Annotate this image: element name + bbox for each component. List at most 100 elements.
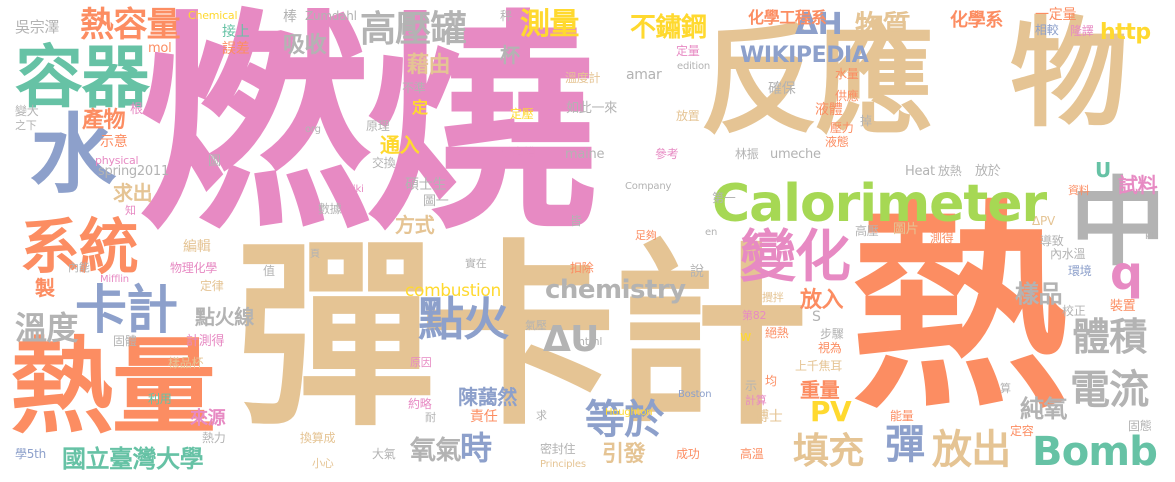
- word-spring2011: spring2011: [98, 164, 169, 179]
- word-dianliu: 電流: [1070, 367, 1149, 413]
- word-reli: 熱力: [202, 431, 226, 445]
- word-chunyang: 純氧: [1020, 395, 1068, 423]
- word-u: U: [1095, 158, 1111, 182]
- word-xiaoxin: 小心: [312, 457, 334, 470]
- word-daozhi: 導致: [1040, 234, 1064, 248]
- word-bianji: 編輯: [183, 239, 211, 255]
- word-yangqi: 氧氣: [410, 436, 461, 466]
- word-pv: PV: [810, 395, 852, 428]
- word-cheng: 秤: [500, 9, 512, 23]
- word-gen: 根: [130, 102, 143, 117]
- word-shuiliang: 水量: [835, 67, 859, 81]
- word-fangyu: 放於: [975, 164, 1001, 179]
- word-dingliang: 定量: [676, 44, 700, 58]
- word-nai: 耐: [425, 411, 436, 424]
- word-chemistry: chemistry: [545, 275, 686, 305]
- word-w: w: [740, 329, 752, 345]
- word-shui: 水: [30, 105, 116, 205]
- word-yuanli: 原理: [366, 119, 390, 133]
- word-gaowen: 高溫: [740, 447, 764, 461]
- word-yueluo: 約略: [408, 397, 432, 411]
- word-reliang: 熱量: [10, 326, 216, 448]
- word-org: org: [305, 124, 321, 135]
- word-xiangjiao: 相較: [1035, 23, 1059, 37]
- word-laiyuan: 來源: [190, 408, 226, 429]
- word-ntu: 國立臺灣大學: [62, 445, 204, 473]
- word-ye: 頁: [310, 249, 320, 260]
- word-jueyuan: 絕熱: [765, 326, 789, 340]
- word-q: q: [1110, 246, 1143, 300]
- word-company: Company: [625, 181, 672, 192]
- word-jun: 均: [765, 374, 777, 388]
- word-fangshi: 方式: [395, 213, 435, 237]
- word-kaji-small: 卡計: [75, 281, 178, 341]
- word-wu: 物: [1010, 5, 1128, 143]
- word-shiliao: 試料: [1118, 173, 1158, 197]
- word-amar: amar: [626, 67, 662, 83]
- word-yetai: 液態: [825, 135, 849, 149]
- word-maine: maine: [565, 147, 605, 162]
- word-jiaohuan: 交換: [372, 156, 396, 170]
- word-zhuangzhi: 裝置: [1110, 299, 1136, 314]
- word-qiuchu: 求出: [113, 181, 153, 205]
- word-rerongliang: 熱容量: [80, 5, 181, 45]
- word-huanjing: 環境: [1068, 264, 1092, 278]
- word-ruci: 如此一來: [566, 101, 617, 116]
- word-longyi: 隆譯: [1070, 24, 1094, 38]
- word-jieshang: 接上: [222, 24, 250, 40]
- word-bang: 棒: [283, 9, 297, 25]
- word-calorimeter: Calorimeter: [712, 174, 1047, 234]
- word-ding: 定: [412, 98, 428, 117]
- word-buzhou: 步驟: [820, 327, 844, 341]
- word-bomb: Bomb: [1032, 429, 1158, 475]
- word-jiyou: 藉由: [407, 53, 451, 78]
- word-wuzongze: 吳宗澤: [15, 18, 60, 36]
- word-xishou: 吸收: [283, 33, 327, 58]
- word-kouchu: 扣除: [570, 261, 594, 275]
- word-chenhuiran: 陳藹然: [458, 385, 517, 409]
- word-tupian: 圖片: [893, 222, 919, 237]
- word-gongying: 供應: [835, 89, 859, 103]
- word-pp: pp: [1145, 229, 1158, 240]
- word-bianhua: 變化: [740, 225, 851, 290]
- word-qiu: 求: [536, 409, 547, 422]
- word-huansuancheng: 換算成: [300, 431, 336, 445]
- word-zhong: 中: [1070, 167, 1166, 279]
- word-qiya: 氣壓: [525, 319, 547, 332]
- word-tongru: 通入: [380, 133, 420, 157]
- word-re: 熱: [850, 182, 1070, 438]
- word-zhi: 值: [263, 264, 275, 278]
- word-daqi: 大氣: [372, 447, 396, 461]
- word-tianchong: 填充: [793, 431, 864, 472]
- word-mol: mol: [148, 41, 172, 56]
- word-shizai: 實在: [465, 257, 487, 270]
- word-combustion: combustion: [405, 281, 501, 301]
- word-yangpinbei: 樣品杯: [168, 356, 204, 370]
- word-zumdahl: Zumdahl: [305, 9, 357, 23]
- word-celiang: 測量: [520, 7, 579, 42]
- word-shi2: 示: [745, 379, 757, 393]
- word-fangchu: 放出: [932, 427, 1011, 473]
- word-shangqian: 上千焦耳: [795, 359, 843, 373]
- word-xue5th: 學5th: [15, 447, 46, 461]
- word-principles: Principles: [540, 459, 586, 470]
- word-liyong: 利用: [148, 392, 172, 406]
- word-tuyi: 圖一: [423, 194, 449, 209]
- word-ranshao: 燃燒: [138, 0, 597, 261]
- word-bianda: 變大: [15, 104, 39, 118]
- word-zhi2: 製: [35, 276, 55, 300]
- word-dianhuo: 點火: [418, 292, 509, 346]
- word-yali: 壓力: [830, 121, 854, 135]
- word-houghton: Houghton: [605, 407, 653, 418]
- word-zhongliang: 重量: [800, 378, 840, 402]
- word-suan: 算: [1000, 382, 1011, 395]
- word-linzhen: 林振: [735, 147, 759, 161]
- word-fangre: 放熱: [938, 164, 962, 178]
- word-en: en: [705, 227, 718, 238]
- word-neineng: 內能: [68, 261, 90, 274]
- word-zeren: 責任: [470, 409, 498, 425]
- word-cede: 測得: [930, 231, 954, 245]
- word-chanwu: 產物: [82, 108, 126, 133]
- word-wendu: 溫度: [15, 309, 78, 347]
- word-hgkx: 化學工程系: [748, 8, 827, 27]
